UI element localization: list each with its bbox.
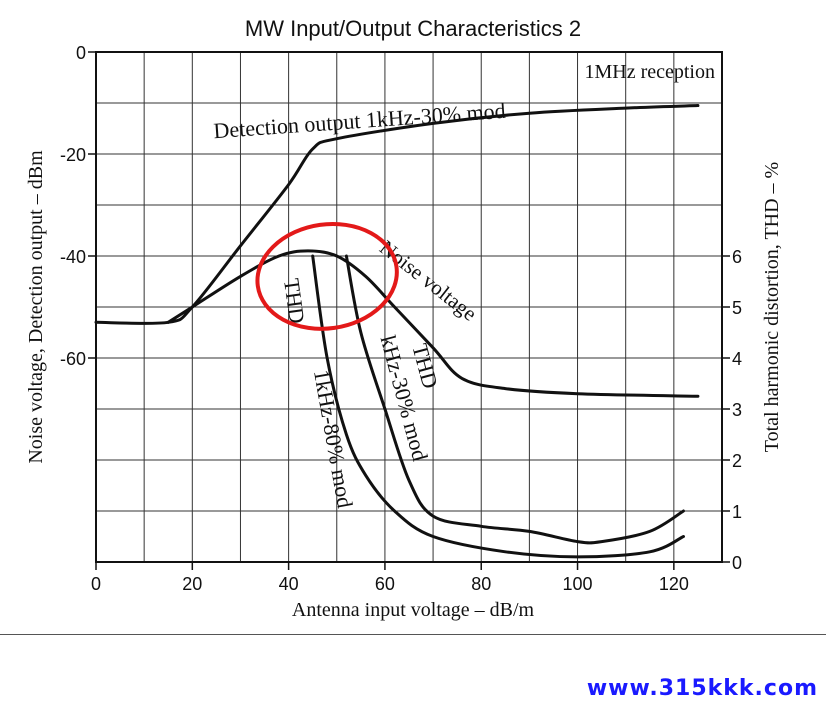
y-right-tick-label: 5 [732, 298, 742, 318]
highlight-ellipse [255, 221, 399, 331]
website-link[interactable]: www.315kkk.com [586, 676, 818, 701]
y-right-tick-label: 4 [732, 349, 742, 369]
chart-title: MW Input/Output Characteristics 2 [245, 16, 581, 41]
y-left-tick-label: -20 [60, 145, 86, 165]
y-right-tick-label: 1 [732, 502, 742, 522]
y-right-tick-label: 6 [732, 247, 742, 267]
footer-divider [0, 634, 826, 635]
x-axis-label: Antenna input voltage – dB/m [292, 599, 535, 621]
y-left-tick-label: -40 [60, 247, 86, 267]
y-right-tick-label: 3 [732, 400, 742, 420]
x-tick-label: 20 [182, 574, 202, 594]
x-tick-label: 60 [375, 574, 395, 594]
x-tick-label: 100 [563, 574, 593, 594]
series-label-thd-80-b: 1kHz-80% mod [309, 368, 358, 510]
thd-30-curve [344, 254, 685, 545]
noise-voltage-curve [166, 249, 700, 398]
x-tick-label: 0 [91, 574, 101, 594]
y-left-tick-label: -60 [60, 349, 86, 369]
x-tick-label: 120 [659, 574, 689, 594]
x-tick-label: 40 [279, 574, 299, 594]
y-right-tick-label: 2 [732, 451, 742, 471]
y-right-tick-label: 0 [732, 553, 742, 573]
y-right-axis-label: Total harmonic distortion, THD – % [761, 162, 783, 452]
thd-80-curve [311, 254, 685, 559]
y-left-tick-label: 0 [76, 43, 86, 63]
annotation-1mhz: 1MHz reception [584, 61, 715, 83]
series-label-detection-output: Detection output 1kHz-30% mod [213, 98, 507, 143]
x-tick-label: 80 [471, 574, 491, 594]
series-label-thd-80-a: THD [279, 277, 310, 325]
y-left-axis-label: Noise voltage, Detection output – dBm [25, 150, 47, 464]
detection-output-curve [94, 104, 700, 325]
